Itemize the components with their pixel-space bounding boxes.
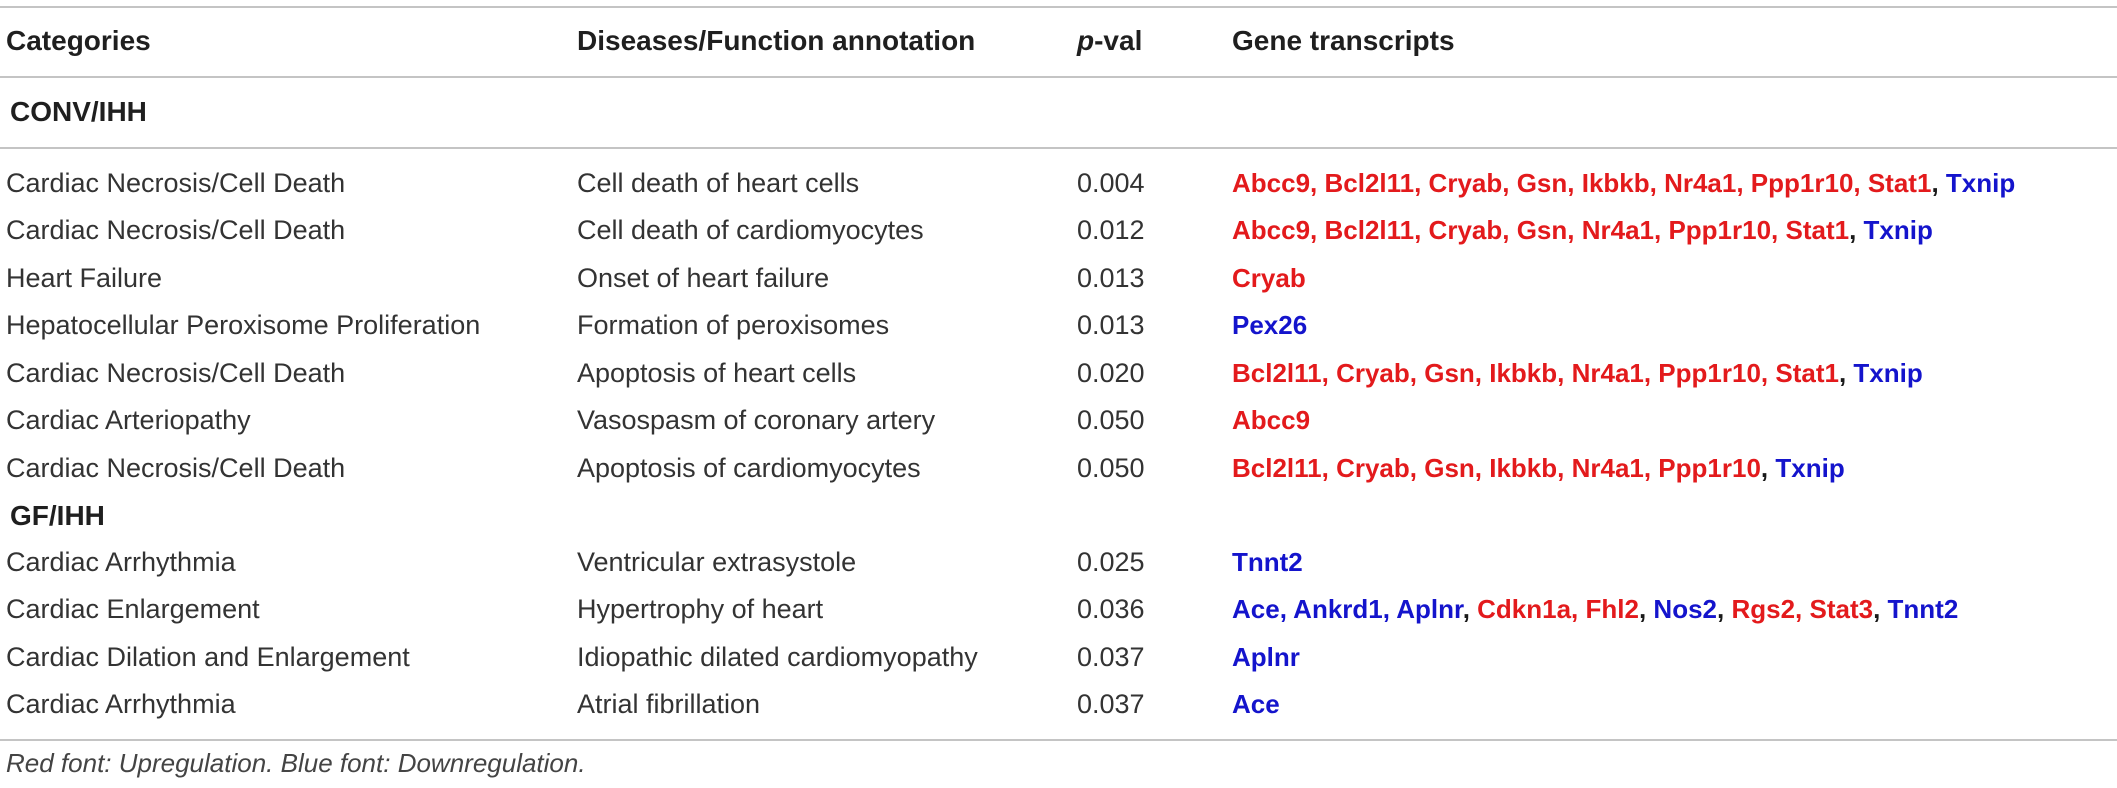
table-row: Cardiac Arrhythmia Atrial fibrillation 0… (0, 681, 2117, 728)
genes-down: Txnip (1853, 358, 1923, 388)
genes-up: Abcc9 (1232, 405, 1311, 435)
genes-down: Nos2 (1653, 594, 1717, 624)
header-categories: Categories (6, 25, 151, 56)
pval-cell: 0.037 (1077, 689, 1145, 719)
genes-separator: , (1462, 594, 1478, 624)
table-row: Cardiac Necrosis/Cell Death Apoptosis of… (0, 445, 2117, 492)
annotation-cell: Apoptosis of heart cells (577, 358, 857, 388)
header-pval-rest: -val (1094, 25, 1143, 56)
table-row: Cardiac Arrhythmia Ventricular extrasyst… (0, 539, 2117, 586)
genes-up: Rgs2, Stat3 (1731, 594, 1874, 624)
genes-cell: Abcc9, Bcl2l11, Cryab, Gsn, Nr4a1, Ppp1r… (1232, 207, 1933, 254)
genes-separator: , (1849, 215, 1864, 245)
category-cell: Cardiac Arteriopathy (6, 405, 251, 435)
header-annotation: Diseases/Function annotation (577, 25, 976, 56)
pval-cell: 0.020 (1077, 358, 1145, 388)
table-row: Cardiac Arteriopathy Vasospasm of corona… (0, 397, 2117, 444)
genes-cell: Bcl2l11, Cryab, Gsn, Ikbkb, Nr4a1, Ppp1r… (1232, 445, 1845, 492)
annotation-cell: Hypertrophy of heart (577, 594, 824, 624)
genes-down: Txnip (1945, 168, 2016, 198)
annotation-cell: Onset of heart failure (577, 263, 830, 293)
category-cell: Heart Failure (6, 263, 163, 293)
section-title: CONV/IHH (10, 96, 147, 127)
table-row: Cardiac Necrosis/Cell Death Cell death o… (0, 160, 2117, 207)
genes-down: Txnip (1775, 453, 1845, 483)
genes-cell: Ace, Ankrd1, Aplnr, Cdkn1a, Fhl2, Nos2, … (1232, 586, 1958, 633)
category-cell: Cardiac Arrhythmia (6, 547, 236, 577)
category-cell: Cardiac Necrosis/Cell Death (6, 358, 346, 388)
annotation-cell: Formation of peroxisomes (577, 310, 890, 340)
pval-cell: 0.013 (1077, 310, 1145, 340)
genes-down: Ace (1232, 689, 1280, 719)
genes-down: Tnnt2 (1887, 594, 1959, 624)
annotation-cell: Cell death of cardiomyocytes (577, 215, 924, 245)
genes-up: Bcl2l11, Cryab, Gsn, Ikbkb, Nr4a1, Ppp1r… (1232, 453, 1761, 483)
header-pval-italic: p (1077, 25, 1095, 56)
annotation-cell: Atrial fibrillation (577, 689, 761, 719)
category-cell: Cardiac Arrhythmia (6, 689, 236, 719)
table-row: Cardiac Necrosis/Cell Death Cell death o… (0, 207, 2117, 254)
table-row: Hepatocellular Peroxisome Proliferation … (0, 302, 2117, 349)
section-conv-ihh: CONV/IHH (0, 88, 2117, 135)
annotation-cell: Cell death of heart cells (577, 168, 860, 198)
pval-cell: 0.012 (1077, 215, 1145, 245)
pval-cell: 0.036 (1077, 594, 1145, 624)
table-row: Cardiac Enlargement Hypertrophy of heart… (0, 586, 2117, 633)
category-cell: Cardiac Necrosis/Cell Death (6, 453, 346, 483)
genes-cell: Ace (1232, 681, 1280, 728)
genes-down: Ace, Ankrd1, Aplnr (1232, 594, 1463, 624)
genes-cell: Tnnt2 (1232, 539, 1303, 586)
table-footnote: Red font: Upregulation. Blue font: Downr… (6, 748, 586, 778)
annotation-cell: Vasospasm of coronary artery (577, 405, 936, 435)
table-row: Cardiac Necrosis/Cell Death Apoptosis of… (0, 350, 2117, 397)
pval-cell: 0.050 (1077, 453, 1145, 483)
section-rule (0, 147, 2117, 149)
genes-up: Abcc9, Bcl2l11, Cryab, Gsn, Ikbkb, Nr4a1… (1232, 168, 1932, 198)
category-cell: Cardiac Necrosis/Cell Death (6, 215, 346, 245)
section-gf-ihh: GF/IHH (0, 492, 2117, 539)
section-title: GF/IHH (10, 500, 105, 531)
genes-separator: , (1873, 594, 1888, 624)
pval-cell: 0.013 (1077, 263, 1145, 293)
genes-separator: , (1717, 594, 1732, 624)
category-cell: Cardiac Enlargement (6, 594, 260, 624)
annotation-cell: Apoptosis of cardiomyocytes (577, 453, 921, 483)
genes-cell: Bcl2l11, Cryab, Gsn, Ikbkb, Nr4a1, Ppp1r… (1232, 350, 1923, 397)
pval-cell: 0.025 (1077, 547, 1145, 577)
genes-cell: Cryab (1232, 255, 1306, 302)
genes-separator: , (1760, 453, 1776, 483)
table-row: Cardiac Dilation and Enlargement Idiopat… (0, 634, 2117, 681)
category-cell: Cardiac Dilation and Enlargement (6, 642, 410, 672)
genes-down: Tnnt2 (1232, 547, 1303, 577)
genes-cell: Abcc9, Bcl2l11, Cryab, Gsn, Ikbkb, Nr4a1… (1232, 160, 2015, 207)
pval-cell: 0.004 (1077, 168, 1145, 198)
genes-up: Cdkn1a, Fhl2 (1477, 594, 1639, 624)
table-row: Heart Failure Onset of heart failure 0.0… (0, 255, 2117, 302)
genes-up: Bcl2l11, Cryab, Gsn, Ikbkb, Nr4a1, Ppp1r… (1232, 358, 1839, 388)
genes-up: Abcc9, Bcl2l11, Cryab, Gsn, Nr4a1, Ppp1r… (1232, 215, 1850, 245)
genes-separator: , (1838, 358, 1854, 388)
genes-down: Txnip (1863, 215, 1933, 245)
annotation-cell: Ventricular extrasystole (577, 547, 857, 577)
category-cell: Cardiac Necrosis/Cell Death (6, 168, 346, 198)
table-top-rule (0, 6, 2117, 8)
table-bottom-rule (0, 739, 2117, 741)
genes-cell: Aplnr (1232, 634, 1300, 681)
genes-up: Cryab (1232, 263, 1306, 293)
header-rule (0, 76, 2117, 78)
table-header: Categories Diseases/Function annotation … (0, 17, 2117, 64)
annotation-cell: Idiopathic dilated cardiomyopathy (577, 642, 978, 672)
pval-cell: 0.037 (1077, 642, 1145, 672)
header-pval: p-val (1077, 17, 1142, 64)
header-genes: Gene transcripts (1232, 25, 1455, 56)
category-cell: Hepatocellular Peroxisome Proliferation (6, 310, 481, 340)
genes-separator: , (1638, 594, 1654, 624)
genes-cell: Pex26 (1232, 302, 1307, 349)
genes-down: Pex26 (1232, 310, 1308, 340)
pval-cell: 0.050 (1077, 405, 1145, 435)
genes-down: Aplnr (1232, 642, 1300, 672)
genes-cell: Abcc9 (1232, 397, 1310, 444)
genes-separator: , (1931, 168, 1946, 198)
